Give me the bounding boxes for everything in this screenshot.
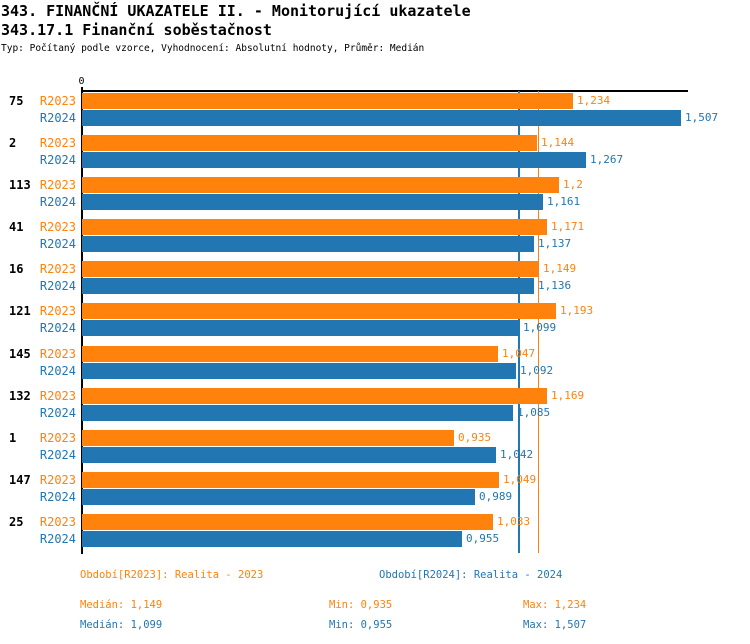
value-label-r2024: 1,161 bbox=[547, 195, 581, 208]
value-label-r2024: 1,085 bbox=[517, 406, 551, 419]
value-label-r2023: 1,171 bbox=[551, 220, 585, 233]
value-label-r2024: 1,099 bbox=[523, 321, 557, 334]
series-label-r2023: R2023 bbox=[39, 262, 76, 276]
bar-r2024 bbox=[82, 194, 543, 210]
bar-r2023 bbox=[82, 514, 493, 530]
chart-title: 343. FINANČNÍ UKAZATELE II. - Monitorují… bbox=[1, 2, 471, 20]
series-label-r2023: R2023 bbox=[39, 515, 76, 529]
bar-r2023 bbox=[82, 261, 539, 277]
bar-r2024 bbox=[82, 405, 513, 421]
bar-r2024 bbox=[82, 320, 519, 336]
series-label-r2024: R2024 bbox=[39, 195, 76, 209]
value-label-r2023: 1,047 bbox=[502, 347, 536, 360]
value-label-r2024: 1,092 bbox=[520, 364, 554, 377]
series-label-r2024: R2024 bbox=[39, 364, 76, 378]
bar-r2024 bbox=[82, 278, 534, 294]
chart-indicator-title: 343.17.1 Finanční soběstačnost bbox=[1, 21, 272, 39]
category-label: 147 bbox=[9, 473, 31, 487]
bar-r2023 bbox=[82, 430, 454, 446]
stat-max-r2023: Max: 1,234 bbox=[523, 599, 587, 611]
series-label-r2024: R2024 bbox=[39, 448, 76, 462]
series-label-r2023: R2023 bbox=[39, 347, 76, 361]
value-label-r2023: 1,033 bbox=[497, 515, 531, 528]
series-label-r2023: R2023 bbox=[39, 389, 76, 403]
series-label-r2024: R2024 bbox=[39, 406, 76, 420]
bar-r2023 bbox=[82, 219, 547, 235]
bar-r2023 bbox=[82, 346, 498, 362]
median-line-r2023 bbox=[537, 91, 540, 553]
series-label-r2024: R2024 bbox=[39, 237, 76, 251]
bar-r2023 bbox=[82, 177, 559, 193]
value-label-r2024: 0,989 bbox=[479, 490, 513, 503]
series-label-r2024: R2024 bbox=[39, 279, 76, 293]
series-label-r2024: R2024 bbox=[39, 490, 76, 504]
value-label-r2023: 1,2 bbox=[563, 178, 583, 191]
stat-median-r2024: Medián: 1,099 bbox=[80, 619, 163, 631]
bar-r2023 bbox=[82, 388, 547, 404]
legend-r2024: Období[R2024]: Realita - 2024 bbox=[379, 569, 563, 581]
chart-meta-line: Typ: Počítaný podle vzorce, Vyhodnocení:… bbox=[1, 43, 425, 54]
value-label-r2023: 1,234 bbox=[577, 94, 611, 107]
legend-r2023: Období[R2023]: Realita - 2023 bbox=[80, 569, 264, 581]
bar-r2024 bbox=[82, 447, 496, 463]
value-label-r2023: 1,169 bbox=[551, 389, 585, 402]
bar-r2023 bbox=[82, 472, 499, 488]
stat-min-r2024: Min: 0,955 bbox=[329, 619, 393, 631]
value-label-r2023: 1,144 bbox=[541, 136, 575, 149]
category-label: 121 bbox=[9, 304, 31, 318]
category-label: 113 bbox=[9, 178, 31, 192]
value-label-r2024: 1,267 bbox=[590, 153, 624, 166]
value-label-r2023: 1,149 bbox=[543, 262, 577, 275]
bar-r2024 bbox=[82, 531, 462, 547]
value-label-r2023: 1,193 bbox=[560, 304, 594, 317]
category-label: 41 bbox=[9, 220, 24, 234]
value-label-r2023: 1,049 bbox=[503, 473, 537, 486]
category-label: 16 bbox=[9, 262, 24, 276]
bar-r2024 bbox=[82, 110, 681, 126]
series-label-r2023: R2023 bbox=[39, 431, 76, 445]
series-label-r2023: R2023 bbox=[39, 304, 76, 318]
value-label-r2023: 0,935 bbox=[458, 431, 492, 444]
category-label: 132 bbox=[9, 389, 31, 403]
stat-min-r2023: Min: 0,935 bbox=[329, 599, 393, 611]
bar-r2024 bbox=[82, 236, 534, 252]
x-axis-origin-label: 0 bbox=[78, 76, 85, 87]
bar-r2024 bbox=[82, 489, 475, 505]
category-label: 2 bbox=[9, 136, 17, 150]
series-label-r2023: R2023 bbox=[39, 473, 76, 487]
bar-r2024 bbox=[82, 363, 516, 379]
bar-r2024 bbox=[82, 152, 586, 168]
stat-max-r2024: Max: 1,507 bbox=[523, 619, 587, 631]
value-label-r2024: 0,955 bbox=[466, 532, 500, 545]
value-label-r2024: 1,042 bbox=[500, 448, 534, 461]
value-label-r2024: 1,137 bbox=[538, 237, 572, 250]
category-label: 145 bbox=[9, 347, 31, 361]
series-label-r2024: R2024 bbox=[39, 111, 76, 125]
series-label-r2023: R2023 bbox=[39, 136, 76, 150]
bar-r2023 bbox=[82, 135, 537, 151]
category-label: 1 bbox=[9, 431, 17, 445]
value-label-r2024: 1,507 bbox=[685, 111, 719, 124]
series-label-r2023: R2023 bbox=[39, 178, 76, 192]
value-label-r2024: 1,136 bbox=[538, 279, 572, 292]
category-label: 75 bbox=[9, 94, 24, 108]
series-label-r2023: R2023 bbox=[39, 220, 76, 234]
bar-r2023 bbox=[82, 93, 573, 109]
series-label-r2023: R2023 bbox=[39, 94, 76, 108]
series-label-r2024: R2024 bbox=[39, 153, 76, 167]
category-label: 25 bbox=[9, 515, 24, 529]
series-label-r2024: R2024 bbox=[39, 321, 76, 335]
stat-median-r2023: Medián: 1,149 bbox=[80, 599, 163, 611]
x-axis-line bbox=[81, 90, 688, 92]
series-label-r2024: R2024 bbox=[39, 532, 76, 546]
bar-r2023 bbox=[82, 303, 556, 319]
